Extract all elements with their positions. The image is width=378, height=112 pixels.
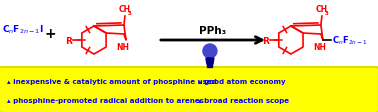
Text: R: R: [65, 36, 72, 45]
Text: 3: 3: [325, 11, 329, 16]
Polygon shape: [206, 58, 214, 64]
Circle shape: [203, 45, 217, 58]
Text: C$_n$F$_{2n-1}$I: C$_n$F$_{2n-1}$I: [2, 24, 44, 36]
Text: ▴ broad reaction scope: ▴ broad reaction scope: [198, 97, 289, 103]
Text: NH: NH: [313, 43, 326, 52]
Text: PPh₃: PPh₃: [199, 26, 226, 36]
Text: C$_n$F$_{2n-1}$: C$_n$F$_{2n-1}$: [332, 34, 368, 47]
Text: ▴ inexpensive & catalytic amount of phosphine used: ▴ inexpensive & catalytic amount of phos…: [7, 78, 217, 84]
Text: ▴ good atom economy: ▴ good atom economy: [198, 78, 285, 84]
Text: ▴ phosphine-promoted radical addition to arenes: ▴ phosphine-promoted radical addition to…: [7, 97, 204, 103]
Text: NH: NH: [116, 43, 129, 52]
Text: CH: CH: [119, 5, 131, 14]
Polygon shape: [208, 64, 212, 67]
Text: 3: 3: [128, 11, 132, 16]
Text: R: R: [262, 36, 269, 45]
Text: +: +: [44, 27, 56, 41]
FancyBboxPatch shape: [0, 67, 378, 112]
Text: CH: CH: [316, 5, 328, 14]
